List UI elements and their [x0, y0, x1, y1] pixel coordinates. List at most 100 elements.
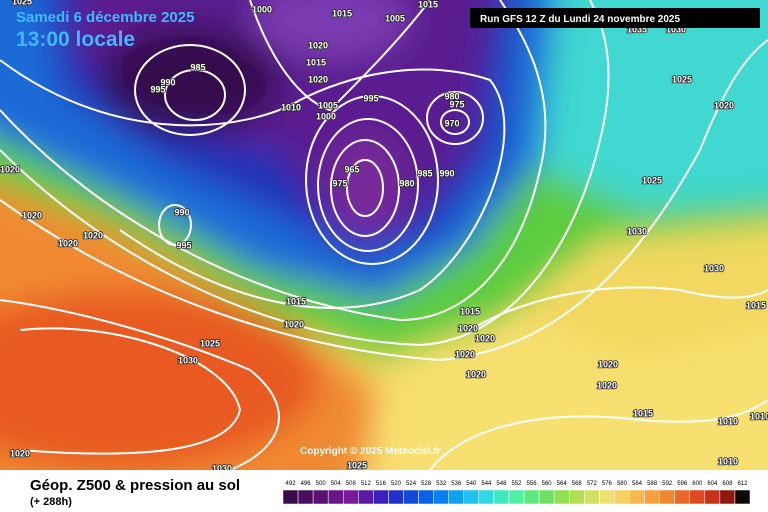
legend-tick-label: 492 — [286, 481, 297, 487]
isobar-label: 1015 — [306, 57, 326, 67]
isobar-label: 1000 — [316, 111, 336, 121]
isobar-label: 1025 — [642, 175, 662, 185]
isobar-label: 1030 — [178, 355, 198, 365]
isobar-label: 1010 — [750, 411, 768, 421]
legend-tick-label: 572 — [587, 481, 598, 487]
color-swatch — [674, 489, 690, 505]
legend-tick-label: 592 — [662, 481, 673, 487]
color-swatch — [448, 489, 465, 505]
legend-tick-label: 536 — [451, 481, 462, 487]
isobar-label: 1020 — [466, 369, 486, 379]
legend-tick-label: 604 — [707, 481, 718, 487]
isobars — [0, 0, 768, 470]
isobar-label: 990 — [160, 77, 175, 87]
legend-tick-label: 528 — [421, 481, 432, 487]
isobar-label: 1020 — [598, 359, 618, 369]
legend-tick-label: 560 — [542, 481, 553, 487]
legend-tick-label: 532 — [436, 481, 447, 487]
legend-tick-label: 508 — [346, 481, 357, 487]
time: 13:00 locale — [16, 28, 135, 51]
color-swatch — [704, 489, 721, 505]
isobar-label: 1020 — [22, 210, 42, 220]
isobar-label: 1015 — [746, 300, 766, 310]
isobar-label: 1015 — [460, 306, 480, 316]
isobar-label: 1025 — [347, 460, 367, 470]
legend-tick-label: 520 — [391, 481, 402, 487]
color-swatch — [433, 489, 449, 505]
isobar-label: 965 — [344, 164, 359, 174]
legend-tick-label: 544 — [481, 481, 492, 487]
isobar-label: 1020 — [597, 380, 617, 390]
isobar-label: 1005 — [318, 100, 338, 110]
isobar-label: 1015 — [286, 296, 306, 306]
footer-subtitle: (+ 288h) — [30, 496, 72, 508]
isobar-label: 1020 — [455, 349, 475, 359]
legend-tick-label: 496 — [301, 481, 312, 487]
legend-tick-label: 504 — [331, 481, 342, 487]
legend-tick-label: 608 — [722, 481, 733, 487]
color-swatch — [734, 489, 751, 505]
isobar-label: 975 — [449, 99, 464, 109]
isobar-label: 1005 — [385, 13, 405, 23]
isobar-label: 995 — [363, 93, 378, 103]
isobar-label: 1020 — [83, 230, 103, 240]
isobar-label: 1030 — [704, 263, 724, 273]
isobar-label: 1020 — [284, 319, 304, 329]
isobar-label: 990 — [439, 168, 454, 178]
isobar-label: 1000 — [252, 4, 272, 14]
isobar-label: 1030 — [627, 226, 647, 236]
isobar-label: 1020 — [10, 448, 30, 458]
color-swatch — [463, 489, 480, 505]
color-swatch — [312, 489, 329, 505]
isobar-label: 980 — [444, 91, 459, 101]
isobar-label: 1015 — [418, 0, 438, 9]
legend-tick-label: 512 — [361, 481, 372, 487]
color-swatch — [282, 489, 299, 505]
run-box — [470, 8, 760, 28]
footer-title: Géop. Z500 & pression au sol — [30, 477, 240, 494]
legend-tick-label: 584 — [632, 481, 643, 487]
isobar-label: 1035 — [627, 24, 647, 34]
color-swatch — [508, 489, 525, 505]
legend-tick-label: 548 — [496, 481, 507, 487]
color-swatch — [388, 489, 404, 505]
legend-tick-label: 540 — [466, 481, 477, 487]
isobar-label: 970 — [444, 118, 459, 128]
color-swatch — [659, 489, 675, 505]
isobar-label: 1030 — [666, 24, 686, 34]
isobar-label: 1020 — [58, 238, 78, 248]
copyright: Copyright © 2025 Meteociel.fr — [300, 446, 441, 457]
isobar-label: 1010 — [718, 416, 738, 426]
color-swatch — [568, 489, 585, 505]
color-swatch — [523, 489, 540, 505]
color-swatch — [478, 489, 495, 505]
legend-tick-label: 588 — [647, 481, 658, 487]
isobar-label: 1025 — [672, 74, 692, 84]
legend-tick-label: 556 — [527, 481, 538, 487]
color-swatch — [403, 489, 419, 505]
color-swatch — [343, 489, 359, 505]
color-swatch — [614, 489, 630, 505]
isobar-label: 1015 — [633, 408, 653, 418]
color-swatch — [327, 489, 344, 505]
isobar-label: 1030 — [212, 463, 232, 473]
color-swatch — [629, 489, 645, 505]
color-swatch — [584, 489, 600, 505]
isobar-label: 980 — [399, 178, 414, 188]
isobar-label: 995 — [150, 84, 165, 94]
isobar-label: 1020 — [308, 40, 328, 50]
legend-tick-label: 612 — [737, 481, 748, 487]
legend-tick-label: 576 — [602, 481, 613, 487]
isobar-label: 1020 — [475, 333, 495, 343]
color-swatch — [418, 489, 434, 505]
legend-tick-label: 516 — [376, 481, 387, 487]
isobar-label: 1020 — [714, 100, 734, 110]
isobar-label: 1010 — [281, 102, 301, 112]
color-swatch — [297, 489, 314, 505]
color-swatch — [553, 489, 570, 505]
legend-tick-label: 552 — [511, 481, 522, 487]
run-info: Run GFS 12 Z du Lundi 24 novembre 2025 — [480, 14, 680, 25]
isobar-label: 1020 — [458, 323, 478, 333]
